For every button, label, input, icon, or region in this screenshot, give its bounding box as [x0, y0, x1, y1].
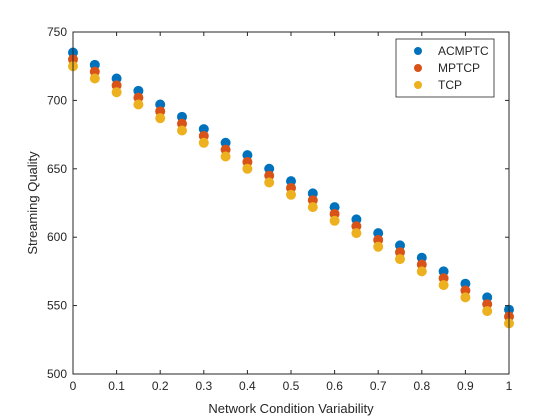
point-tcp-18: [460, 292, 471, 303]
point-acmptc-4: [155, 99, 166, 110]
point-acmptc-16: [416, 252, 427, 263]
legend: ACMPTC MPTCP TCP: [395, 38, 495, 98]
y-tick-label-1: 550: [47, 299, 67, 313]
legend-marker-tcp: [414, 81, 422, 89]
point-mptcp-10: [286, 182, 296, 193]
point-tcp-4: [155, 113, 166, 124]
point-tcp-12: [329, 215, 340, 226]
point-acmptc-6: [198, 124, 209, 135]
x-tick-label-1: 0.1: [108, 379, 125, 393]
x-tick-label-3: 0.3: [195, 379, 212, 393]
point-acmptc-2: [111, 73, 122, 84]
point-tcp-17: [438, 280, 449, 291]
point-tcp-2: [111, 87, 122, 98]
point-mptcp-8: [242, 156, 253, 167]
point-tcp-19: [482, 306, 493, 317]
point-mptcp-14: [373, 234, 384, 245]
x-tick-label-4: 0.4: [239, 379, 256, 393]
legend-label-mptcp: MPTCP: [438, 61, 480, 75]
point-acmptc-3: [133, 85, 144, 96]
point-tcp-3: [133, 99, 144, 110]
point-tcp-8: [242, 163, 253, 174]
point-mptcp-9: [264, 170, 275, 181]
y-axis-label: Streaming Quality: [25, 151, 40, 255]
point-acmptc-7: [220, 137, 231, 148]
point-tcp-14: [373, 241, 384, 252]
point-acmptc-11: [307, 188, 318, 199]
point-tcp-10: [286, 189, 296, 200]
point-tcp-1: [89, 73, 100, 84]
point-mptcp-16: [416, 259, 427, 270]
legend-label-acmptc: ACMPTC: [438, 44, 489, 58]
point-acmptc-17: [438, 266, 449, 277]
x-tick-label-9: 0.9: [457, 379, 474, 393]
point-tcp-16: [416, 266, 427, 277]
point-acmptc-5: [177, 111, 187, 122]
point-tcp-9: [264, 177, 275, 188]
y-tick-label-0: 500: [47, 367, 67, 381]
y-tick-label-4: 700: [47, 93, 67, 107]
point-acmptc-15: [395, 240, 405, 251]
y-tick-label-2: 600: [47, 230, 67, 244]
point-mptcp-6: [198, 130, 209, 141]
legend-marker-acmptc: [414, 47, 422, 55]
point-tcp-7: [220, 151, 231, 162]
x-tick-label-10: 1: [506, 379, 513, 393]
x-tick-label-7: 0.7: [370, 379, 387, 393]
point-mptcp-15: [395, 247, 405, 258]
point-acmptc-19: [482, 292, 493, 303]
point-mptcp-11: [307, 195, 318, 206]
x-tick-label-8: 0.8: [413, 379, 430, 393]
point-mptcp-18: [460, 285, 471, 296]
y-tick-label-5: 750: [47, 25, 67, 39]
point-tcp-13: [351, 228, 362, 239]
point-mptcp-3: [133, 92, 144, 103]
legend-box: [395, 38, 495, 98]
point-acmptc-12: [329, 202, 340, 213]
point-mptcp-12: [329, 208, 340, 219]
point-mptcp-17: [438, 273, 449, 284]
x-axis-label: Network Condition Variability: [208, 401, 374, 416]
point-tcp-15: [395, 254, 405, 265]
x-tick-label-6: 0.6: [326, 379, 343, 393]
legend-marker-mptcp: [414, 64, 422, 72]
point-acmptc-1: [89, 59, 100, 70]
x-tick-label-5: 0.5: [283, 379, 300, 393]
point-acmptc-10: [286, 176, 296, 187]
point-mptcp-4: [155, 106, 166, 117]
ticks-layer: 0 0.1 0.2 0.3 0.4 0.5 0.6 0.7 0.8 0.9 1 500 550 600 65…: [47, 25, 513, 393]
point-acmptc-8: [242, 150, 253, 161]
points-layer: [68, 47, 514, 329]
point-tcp-6: [198, 137, 209, 148]
point-mptcp-7: [220, 144, 231, 155]
point-tcp-5: [177, 125, 187, 136]
y-tick-label-3: 650: [47, 162, 67, 176]
point-mptcp-1: [89, 66, 100, 77]
point-mptcp-19: [482, 299, 493, 310]
point-tcp-11: [307, 202, 318, 213]
point-acmptc-14: [373, 228, 384, 239]
point-mptcp-13: [351, 221, 362, 232]
point-mptcp-5: [177, 118, 187, 129]
x-tick-label-2: 0.2: [152, 379, 169, 393]
x-tick-label-0: 0: [70, 379, 77, 393]
point-mptcp-2: [111, 80, 122, 91]
legend-label-tcp: TCP: [438, 78, 462, 92]
point-acmptc-18: [460, 278, 471, 289]
point-acmptc-9: [264, 163, 275, 174]
point-acmptc-13: [351, 214, 362, 225]
